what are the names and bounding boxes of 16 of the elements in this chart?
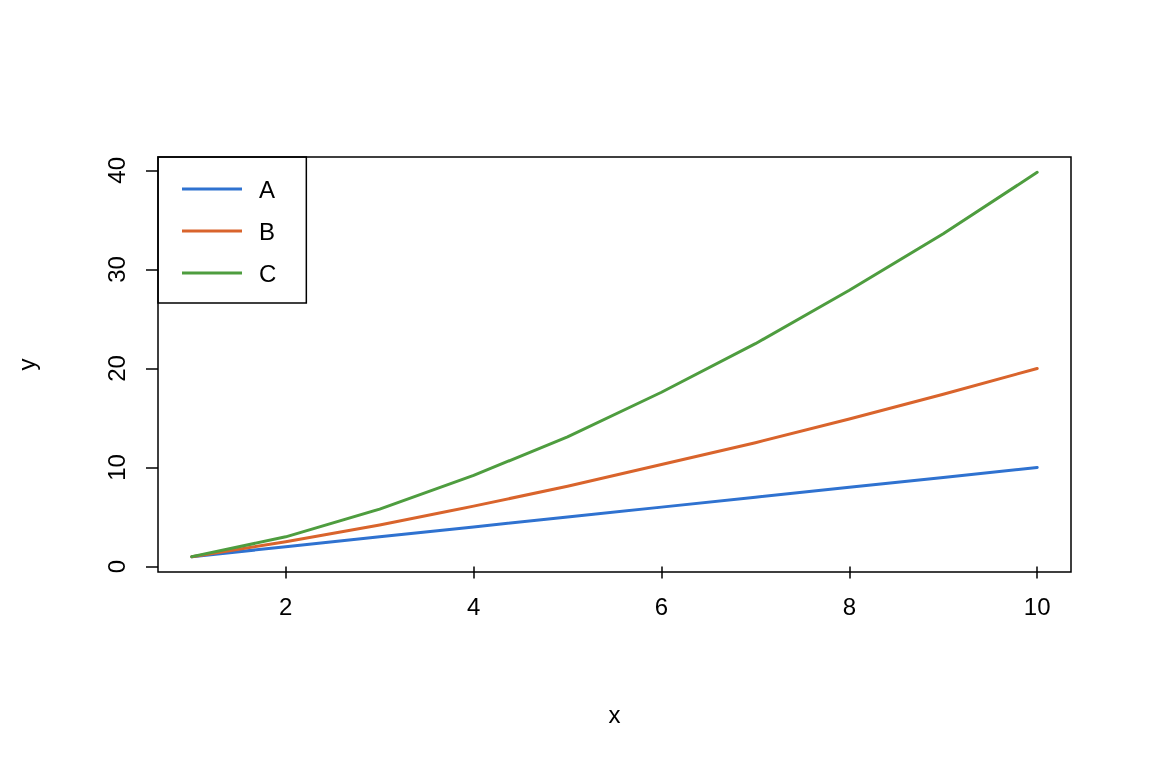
- x-tick-label: 8: [842, 592, 856, 620]
- x-tick-label: 10: [1023, 592, 1051, 620]
- legend-label: B: [259, 217, 276, 245]
- x-axis-title: x: [608, 700, 621, 728]
- legend-label: C: [259, 259, 277, 287]
- line-series: [190, 170, 1039, 559]
- y-tick-label: 0: [102, 559, 130, 574]
- y-tick-label: 40: [102, 157, 130, 184]
- x-tick-label: 2: [279, 592, 293, 620]
- x-tick-label: 6: [654, 592, 669, 620]
- y-tick-label: 30: [102, 256, 130, 283]
- legend-label: A: [259, 175, 276, 203]
- x-tick-label: 4: [466, 592, 481, 620]
- y-tick-label: 20: [102, 355, 130, 382]
- y-axis-title: y: [12, 358, 40, 371]
- y-tick-label: 10: [102, 454, 130, 481]
